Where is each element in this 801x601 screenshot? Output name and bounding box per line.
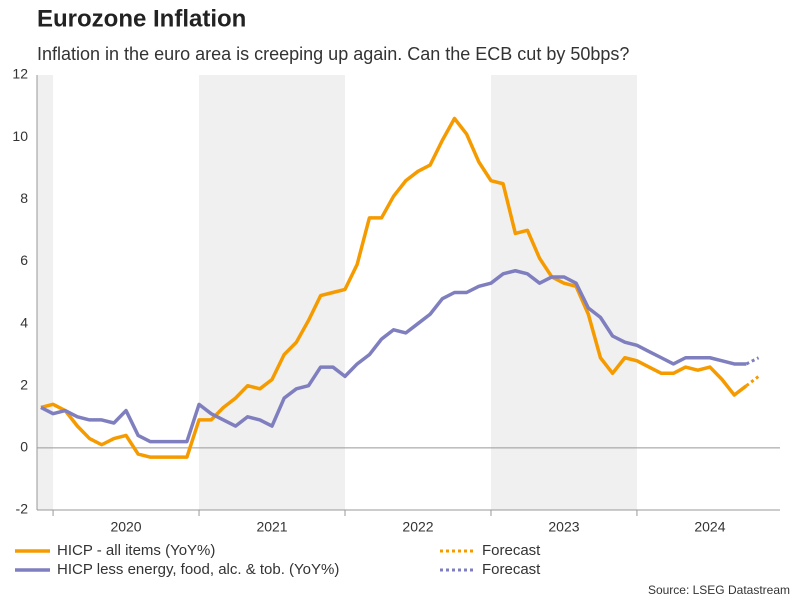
series-line (40, 269, 747, 444)
x-tick-label: 2020 (110, 519, 141, 535)
x-tick-label: 2022 (402, 519, 433, 535)
y-tick-label: 6 (20, 252, 28, 268)
y-tick-label: 0 (20, 439, 28, 455)
legend-label: HICP - all items (YoY%) (57, 542, 215, 559)
y-tick-label: 10 (12, 128, 28, 144)
y-tick-label: 12 (12, 66, 28, 82)
source: Source: LSEG Datastream (648, 583, 790, 597)
chart-title: Eurozone Inflation (37, 5, 246, 32)
chart-subtitle: Inflation in the euro area is creeping u… (37, 44, 629, 64)
series-line (40, 116, 748, 459)
y-tick-label: -2 (16, 501, 29, 517)
year-band (490, 75, 637, 510)
legend-label: HICP less energy, food, alc. & tob. (YoY… (57, 561, 339, 578)
y-tick-label: 8 (20, 190, 28, 206)
legend-label: Forecast (482, 561, 541, 578)
year-band (37, 75, 54, 510)
x-tick-label: 2023 (548, 519, 579, 535)
y-tick-label: 4 (20, 314, 28, 330)
year-band (199, 75, 346, 510)
legend-label: Forecast (482, 542, 541, 559)
series-line (745, 356, 760, 366)
x-tick-label: 2021 (256, 519, 287, 535)
y-tick-label: 2 (20, 376, 28, 392)
x-tick-label: 2024 (694, 519, 725, 535)
series-line (745, 375, 760, 387)
